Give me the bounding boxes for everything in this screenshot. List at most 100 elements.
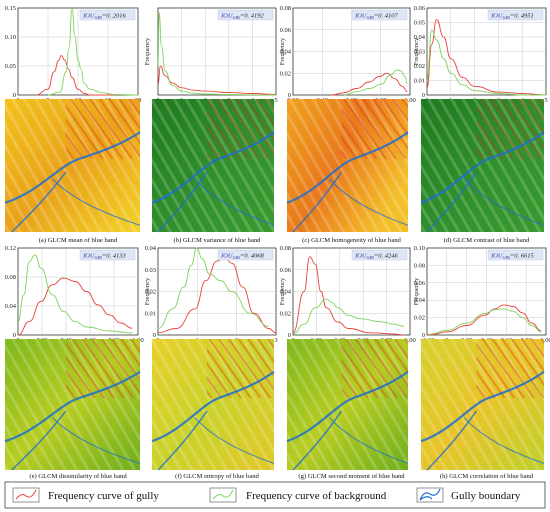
- gully-boundary-line: [463, 417, 545, 465]
- y-tick-label: 0.05: [414, 20, 425, 27]
- texture-image: [286, 339, 409, 471]
- legend: Frequency curve of gully Frequency curve…: [4, 481, 546, 509]
- plot-frame: [157, 7, 277, 96]
- field-stripes-red: [341, 99, 408, 159]
- y-tick-label: 0.01: [145, 310, 156, 317]
- legend-background-line: [212, 489, 234, 500]
- gully-frequency-line: [157, 65, 277, 95]
- legend-background-label: Frequency curve of background: [246, 490, 387, 502]
- y-tick-label: 0.05: [5, 63, 16, 70]
- gully-frequency-line: [292, 256, 405, 336]
- y-tick-label: 0: [422, 92, 425, 99]
- gully-boundary-icon: [419, 488, 441, 501]
- gully-boundary-line: [157, 410, 208, 471]
- iou-badge: [351, 9, 408, 21]
- legend-background-swatch: [209, 487, 237, 503]
- y-axis-label: Frequency: [144, 37, 151, 65]
- texture-image: [151, 339, 275, 471]
- gully-boundary-line: [157, 171, 208, 233]
- gully-boundary-line: [286, 370, 409, 443]
- x-tick-label: 1.00: [540, 337, 550, 344]
- y-tick-label: 0.08: [414, 262, 425, 269]
- background-frequency-line: [47, 7, 139, 96]
- x-tick-label: 5: [274, 97, 277, 104]
- gully-boundary-line: [328, 178, 409, 226]
- y-tick-label: 0.08: [5, 274, 16, 281]
- gully-boundary-line: [194, 417, 275, 465]
- y-axis-label: Frequency: [279, 277, 286, 305]
- background-frequency-line: [428, 308, 542, 335]
- gully-boundary-line: [328, 417, 409, 465]
- x-tick-label: 1.00: [404, 337, 415, 344]
- gully-boundary-line: [426, 410, 477, 471]
- iou-label: IOUGBS=0. 4068: [220, 253, 265, 261]
- iou-badge: [351, 249, 408, 261]
- chart-panel-8: −0.2000.200.400.600.801.0000.020.040.060…: [413, 245, 550, 480]
- y-tick-label: 0.06: [414, 5, 426, 12]
- iou-label: IOUGBS=0. 4192: [220, 13, 265, 21]
- x-tick-label: 5: [544, 97, 547, 104]
- chart-panel-6: 012300.010.020.030.04FrequencyIOUGBS=0. …: [144, 245, 278, 480]
- y-tick-label: 0.03: [414, 49, 425, 56]
- y-tick-label: 0.04: [414, 34, 426, 41]
- gully-boundary-line: [4, 131, 141, 204]
- y-tick-label: 0.03: [145, 267, 156, 274]
- panel-caption: (f) GLCM entropy of blue band: [175, 473, 259, 480]
- chart-panel-2: 012345FrequencyIOUGBS=0. 4192(b) GLCM va…: [144, 7, 278, 244]
- y-tick-label: 0.04: [280, 49, 292, 56]
- iou-label: IOUGBS=0. 4951: [490, 13, 534, 21]
- texture-image: [4, 99, 141, 233]
- y-tick-label: 0.04: [145, 245, 157, 252]
- y-tick-label: 0.02: [145, 289, 156, 296]
- background-frequency-line: [343, 69, 408, 96]
- y-axis-label: Frequency: [413, 37, 420, 65]
- texture-image: [151, 99, 275, 233]
- y-axis-label: Frequency: [144, 277, 151, 305]
- gully-boundary-line: [11, 410, 67, 471]
- iou-label: IOUGBS=0. 6615: [490, 253, 535, 261]
- gully-boundary-line: [420, 370, 545, 443]
- y-tick-label: 0.06: [414, 280, 426, 287]
- gully-frequency-line: [426, 19, 547, 96]
- gully-boundary-line: [151, 370, 275, 443]
- legend-gully-swatch: [12, 487, 40, 503]
- texture-image: [420, 339, 545, 471]
- gully-boundary-line: [286, 131, 409, 204]
- y-tick-label: 0: [288, 332, 291, 339]
- legend-boundary-swatch: [416, 487, 444, 503]
- texture-image: [4, 339, 141, 471]
- panel-caption: (a) GLCM mean of blue band: [39, 237, 118, 244]
- y-tick-label: 0.02: [414, 63, 425, 70]
- gully-boundary-line: [51, 178, 141, 226]
- y-axis-label: Frequency: [279, 37, 286, 65]
- gully-boundary-line: [151, 131, 275, 204]
- chart-panel-5: 00.200.400.600.801.0000.040.080.12IOUGBS…: [5, 245, 144, 480]
- panel-caption: (e) GLCM dissimilarity of blue band: [29, 473, 127, 480]
- x-tick-label: 1.00: [404, 97, 415, 104]
- background-frequency-line: [292, 298, 405, 335]
- background-frequency-line: [157, 12, 277, 96]
- chart-panel-7: 00.200.400.600.801.0000.020.040.060.08Fr…: [279, 245, 416, 480]
- iou-badge: [79, 249, 136, 261]
- legend-gully-line: [15, 489, 37, 500]
- legend-boundary-label: Gully boundary: [451, 490, 521, 502]
- iou-label: IOUGBS=0. 4107: [354, 13, 399, 21]
- gully-boundary-line: [4, 370, 141, 443]
- y-tick-label: 0: [288, 92, 291, 99]
- gully-frequency-line: [331, 72, 408, 96]
- field-stripes-red: [65, 339, 140, 398]
- field-stripes-red: [476, 339, 544, 398]
- y-tick-label: 0.10: [414, 245, 425, 252]
- panel-caption: (g) GLCM second moment of blue band: [298, 473, 405, 480]
- y-tick-label: 0.15: [5, 5, 16, 12]
- y-tick-label: 0.04: [414, 297, 426, 304]
- legend-frame: [4, 481, 546, 509]
- x-tick-label: 3: [274, 337, 277, 344]
- background-frequency-line: [17, 254, 133, 334]
- y-tick-label: 0: [13, 92, 16, 99]
- gully-boundary-line: [194, 178, 275, 226]
- gully-frequency-line: [428, 304, 542, 336]
- panel-caption: (b) GLCM variance of blue band: [174, 237, 262, 244]
- panel-caption: (d) GLCM contrast of blue band: [444, 237, 530, 244]
